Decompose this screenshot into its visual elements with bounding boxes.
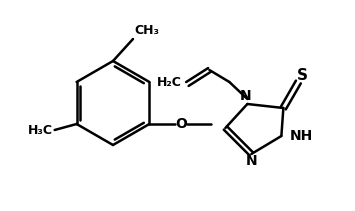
Text: N: N xyxy=(246,154,257,168)
Text: H₃C: H₃C xyxy=(28,123,53,137)
Text: N: N xyxy=(240,89,251,103)
Text: O: O xyxy=(175,117,187,131)
Text: CH₃: CH₃ xyxy=(134,24,159,37)
Text: S: S xyxy=(297,68,308,83)
Text: NH: NH xyxy=(289,129,313,143)
Text: H₂C: H₂C xyxy=(157,76,181,88)
